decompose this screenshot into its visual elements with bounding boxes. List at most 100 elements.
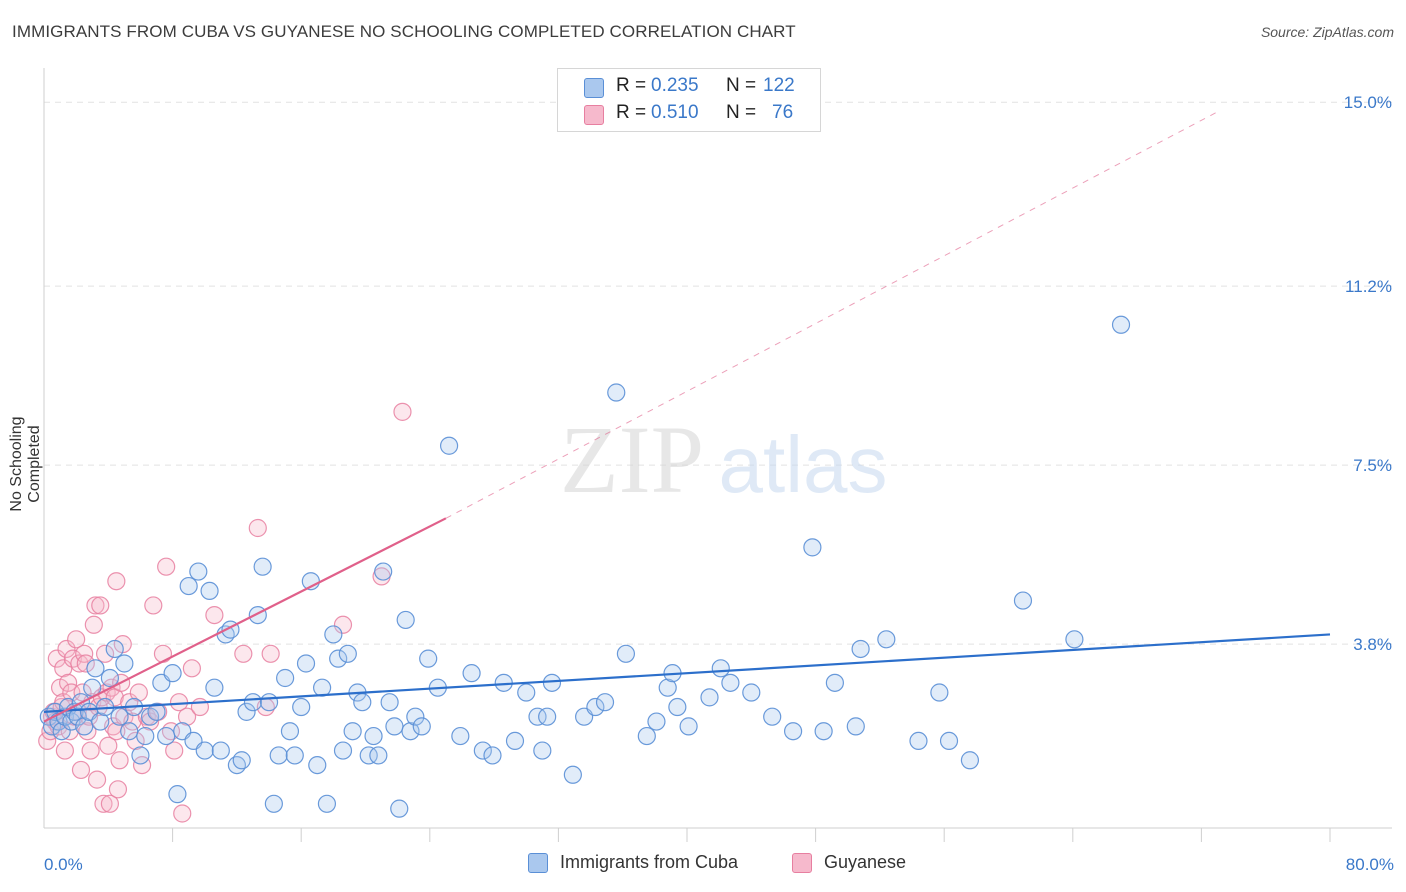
guyanese-point [100,794,120,813]
n-value: 122 [763,75,795,96]
cuba-point [312,678,332,697]
cuba-point [248,605,267,625]
cuba-point [846,717,865,736]
cuba-point [296,654,316,673]
x-tick-label-max: 80.0% [1346,855,1394,874]
guyanese-point [86,596,105,615]
guyanese-point [157,557,176,576]
cuba-point [308,755,327,775]
cuba-point [200,581,219,601]
guyanese-point [84,615,103,634]
cuba-point [763,707,782,726]
cuba-point [168,785,187,804]
guyanese-trend-line [43,517,447,723]
legend-label: Immigrants from Cuba [560,852,739,872]
y-tick-label: 3.8% [1353,635,1392,654]
cuba-point [269,746,288,765]
cuba-point [353,693,372,712]
guyanese-point [234,644,253,663]
guyanese-point [38,731,57,751]
cuba-point [607,383,626,402]
guyanese-point [248,518,267,538]
guyanese-point [107,572,126,591]
guyanese-point [110,751,129,770]
guyanese-point [173,804,192,823]
cuba-point [110,707,129,726]
guyanese-point [126,731,145,751]
cuba-point [412,717,431,736]
guyanese-point [78,722,97,741]
guyanese-point [67,630,86,649]
guyanese-point [99,736,118,755]
cuba-point [396,610,415,630]
cuba-point [542,673,562,692]
cuba-point [195,741,214,760]
guyanese-points [38,402,412,823]
cuba-point [1065,630,1084,649]
guyanese-point [81,741,100,760]
cuba-point [120,722,139,741]
legend-row-cuba: R = 0.235 N = 122 [558,75,820,101]
cuba-point [380,693,399,712]
source-credit: Source: ZipAtlas.com [1260,24,1394,40]
r-label: R = [616,102,647,123]
cuba-swatch [584,78,604,98]
cuba-point [668,697,687,717]
guyanese-point [261,644,280,663]
guyanese-point [55,741,74,760]
cuba-point [259,693,279,712]
cuba-point [563,765,582,784]
guyanese-point [165,741,184,760]
guyanese-point [108,780,128,799]
cuba-point [538,707,557,726]
cuba-point [505,731,525,751]
r-value: 0.510 [651,102,699,123]
cuba-point [451,726,470,746]
cuba-point [359,746,378,765]
cuba-point [264,794,283,813]
cuba-point [851,639,870,659]
cuba-point [390,799,409,818]
cuba-point [179,576,198,596]
cuba-point [374,562,393,581]
n-label: N = [726,102,757,123]
cuba-point [679,717,698,736]
guyanese-point [76,654,95,673]
axes [43,68,1392,842]
cuba-point [243,693,263,712]
cuba-point [595,693,615,712]
cuba-point [189,562,208,581]
cuba-point [369,746,388,765]
cuba-point [52,722,71,741]
cuba-point [406,707,425,726]
guyanese-point [393,402,412,421]
cuba-point [401,722,420,741]
cuba-point [637,726,656,746]
cuba-point [814,722,833,741]
chart-title: IMMIGRANTS FROM CUBA VS GUYANESE NO SCHO… [12,22,796,41]
guyanese-point [177,707,197,726]
x-tick-label-min: 0.0% [44,855,83,874]
cuba-point [783,722,803,741]
cuba-point [721,673,740,692]
guyanese-point [333,615,353,634]
cuba-points [39,315,1131,818]
tick-labels: 3.8% 7.5% 11.2% 15.0% 0.0% 80.0% [44,93,1394,874]
cuba-point [742,683,761,702]
cuba-point [586,697,605,717]
cuba-point [211,741,230,760]
guyanese-point [144,596,163,615]
cuba-point [439,436,459,455]
cuba-point [343,722,362,741]
cuba-trend-line [43,633,1331,713]
cuba-point [700,688,719,707]
legend-row-guyanese: R = 0.510 N = 76 [558,102,820,128]
cuba-point [711,659,730,678]
watermark: ZIP atlas [560,406,887,513]
guyanese-point [205,605,224,625]
cuba-point [292,697,311,717]
cuba-point [105,639,124,659]
cuba-point [68,707,87,726]
guyanese-point [71,760,91,780]
guyanese-point [107,722,126,741]
